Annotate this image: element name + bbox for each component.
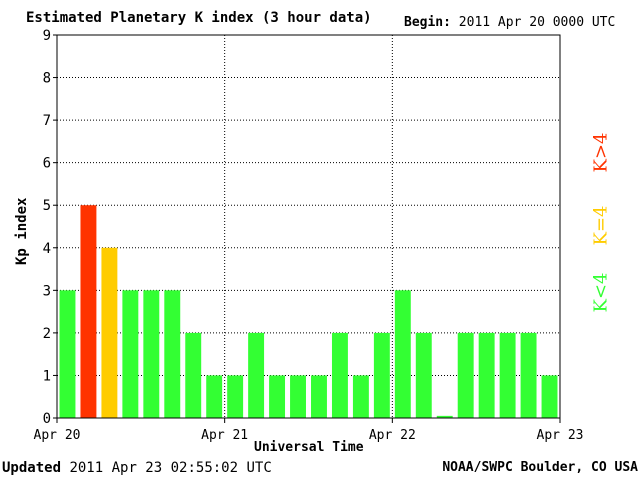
kp-bar <box>206 375 223 418</box>
kp-bar <box>185 332 202 418</box>
kp-bar <box>227 375 244 418</box>
legend-k-less-4: K<4 <box>590 272 612 313</box>
updated-timestamp: Updated 2011 Apr 23 02:55:02 UTC <box>2 460 272 476</box>
kp-bar <box>436 415 453 418</box>
kp-bar <box>331 332 348 418</box>
x-tick-label: Apr 22 <box>369 428 416 443</box>
kp-bar <box>248 332 265 418</box>
kp-bar <box>164 290 181 418</box>
kp-bar <box>143 290 160 418</box>
updated-label: Updated <box>2 460 62 476</box>
y-tick-label: 4 <box>43 241 51 257</box>
kp-bar <box>80 205 97 418</box>
y-tick-label: 9 <box>43 28 51 44</box>
legend-k-greater-4: K>4 <box>590 132 612 173</box>
x-axis-label: Universal Time <box>254 440 364 455</box>
begin-label: Begin: <box>404 15 451 30</box>
y-tick-label: 1 <box>43 368 51 384</box>
kp-bar <box>394 290 411 418</box>
updated-value: 2011 Apr 23 02:55:02 UTC <box>69 460 272 476</box>
kp-bar <box>352 375 369 418</box>
kp-bar <box>59 290 76 418</box>
y-axis-label: Kp index <box>14 197 30 265</box>
kp-bar <box>311 375 327 418</box>
begin-time: Begin: 2011 Apr 20 0000 UTC <box>404 15 615 30</box>
kp-bar <box>457 332 474 418</box>
kp-bar <box>499 332 516 418</box>
y-tick-label: 8 <box>43 71 51 87</box>
kp-bar <box>541 375 558 418</box>
kp-bar <box>415 332 432 418</box>
chart-title: Estimated Planetary K index (3 hour data… <box>26 10 372 26</box>
y-tick-label: 3 <box>43 283 51 299</box>
kp-bar <box>373 332 390 418</box>
y-tick-label: 0 <box>43 411 51 427</box>
y-tick-label: 6 <box>43 156 51 172</box>
y-tick-label: 7 <box>43 113 51 129</box>
x-tick-label: Apr 20 <box>34 428 81 443</box>
kp-bar <box>520 332 537 418</box>
kp-bar <box>122 290 139 418</box>
x-tick-label: Apr 23 <box>537 428 584 443</box>
y-tick-label: 2 <box>43 326 51 342</box>
source-credit: NOAA/SWPC Boulder, CO USA <box>442 460 638 475</box>
kp-bar <box>269 375 286 418</box>
x-tick-label: Apr 21 <box>201 428 248 443</box>
plot-frame <box>56 34 561 419</box>
kp-bar <box>290 375 306 418</box>
y-tick-label: 5 <box>43 198 51 214</box>
kp-bar <box>101 247 118 418</box>
begin-value: 2011 Apr 20 0000 UTC <box>458 15 616 30</box>
kp-bar <box>478 332 495 418</box>
